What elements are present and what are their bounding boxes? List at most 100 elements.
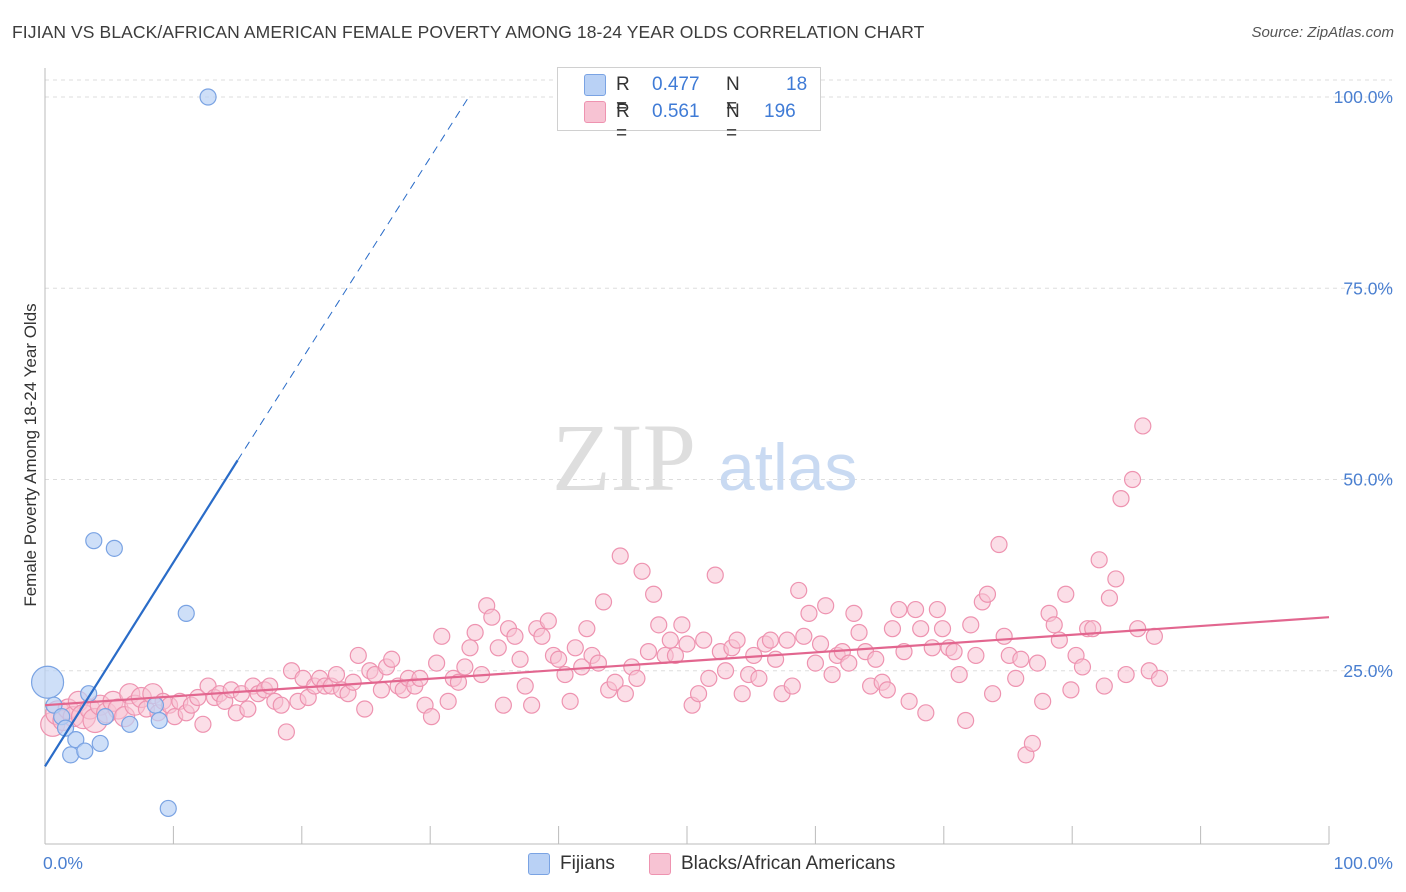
data-point-fijians (67, 730, 85, 749)
data-point-black (1107, 570, 1125, 588)
data-point-black (783, 677, 801, 695)
data-point-black (928, 600, 946, 619)
data-point-black (511, 650, 529, 668)
data-point-black (806, 654, 825, 672)
data-point-black (933, 620, 952, 638)
data-point-black (945, 643, 963, 661)
data-point-black (867, 650, 885, 668)
data-point-black (506, 627, 524, 645)
data-point-fijians (76, 742, 94, 760)
legend-swatch-black (584, 101, 606, 123)
data-point-fijians (56, 719, 75, 737)
data-point-black (456, 658, 474, 676)
data-point-black (695, 631, 713, 649)
y-axis-label: Female Poverty Among 18-24 Year Olds (21, 303, 40, 606)
data-point-fijians (177, 604, 195, 622)
data-point-black (549, 650, 568, 668)
data-point-black (611, 547, 629, 565)
legend-r-value: 0.561 (652, 101, 700, 122)
data-point-black (700, 669, 718, 688)
data-point-black (606, 673, 624, 691)
data-point-black (923, 639, 941, 657)
data-point-black (817, 597, 835, 615)
data-point-black (957, 711, 975, 730)
data-point-black (1057, 585, 1075, 603)
data-point-black (561, 692, 579, 710)
legend-n-value: 18 (786, 74, 808, 95)
data-point-black (995, 627, 1013, 645)
data-point-black (277, 723, 295, 741)
legend-n-label: N = (726, 74, 740, 117)
data-point-black (962, 616, 980, 634)
data-point-black (990, 535, 1008, 554)
data-point-black (272, 696, 290, 714)
data-point-black (811, 635, 830, 653)
data-point-black (1129, 620, 1147, 638)
data-point-black (890, 600, 908, 619)
data-point-black (1012, 650, 1030, 668)
data-point-black (594, 593, 613, 611)
data-point-black (566, 639, 584, 657)
data-point-black (483, 608, 501, 626)
data-point-black (823, 665, 841, 684)
data-point-black (778, 631, 796, 649)
data-point-black (790, 581, 808, 600)
data-point-black (733, 685, 751, 703)
data-point-black (967, 646, 985, 665)
data-point-black (628, 669, 646, 688)
bottom-legend: Fijians Blacks/African Americans (0, 852, 1406, 878)
trend-line-black (44, 616, 1330, 707)
data-point-black (689, 685, 708, 703)
data-point-black (728, 631, 746, 649)
data-point-fijians (121, 715, 139, 733)
data-point-black (878, 681, 896, 699)
legend-r-value: 0.477 (652, 74, 700, 95)
trend-lines (44, 96, 1330, 767)
y-tick-label: 75.0% (1343, 278, 1393, 298)
data-point-black (795, 627, 813, 645)
data-point-fijians (159, 799, 177, 818)
data-point-black (650, 616, 668, 634)
watermark-atlas: atlas (718, 430, 857, 504)
data-point-black (678, 635, 696, 653)
data-point-black (917, 704, 935, 722)
legend-r-label: R = (616, 101, 630, 144)
legend-n-label: N = (726, 101, 740, 144)
data-point-black (661, 631, 679, 649)
data-point-black (639, 643, 658, 661)
data-point-black (428, 654, 446, 672)
y-tick-label: 50.0% (1343, 470, 1393, 490)
data-point-black (1112, 490, 1130, 508)
data-point-black (349, 646, 367, 665)
data-point-black (539, 612, 557, 630)
data-point-black (1034, 692, 1052, 710)
data-point-black (533, 627, 551, 645)
trend-line-fijians-extension (237, 96, 470, 461)
data-point-fijians (30, 665, 65, 699)
data-point-black (327, 665, 346, 684)
data-point-black (950, 665, 968, 684)
data-point-black (516, 677, 534, 695)
data-point-black (1117, 665, 1135, 684)
data-point-black (750, 669, 768, 688)
data-point-black (466, 623, 484, 642)
data-point-black (1090, 551, 1108, 569)
data-point-black (1045, 616, 1063, 634)
bottom-legend-swatch-fijians (528, 853, 550, 875)
data-point-fijians (96, 708, 114, 726)
data-point-black (761, 631, 780, 649)
data-point-black (978, 585, 997, 603)
data-point-black (850, 623, 868, 642)
data-point-black (706, 566, 724, 584)
data-point-black (1062, 681, 1080, 699)
legend-swatch-fijians (584, 74, 606, 96)
data-point-black (489, 639, 507, 657)
chart-title: FIJIAN VS BLACK/AFRICAN AMERICAN FEMALE … (12, 22, 925, 42)
data-point-black (344, 673, 362, 691)
trend-line-fijians (44, 459, 239, 767)
data-point-black (261, 677, 279, 695)
data-point-black (716, 662, 735, 680)
bottom-legend-label-fijians: Fijians (560, 853, 615, 874)
data-point-fijians (105, 539, 123, 557)
